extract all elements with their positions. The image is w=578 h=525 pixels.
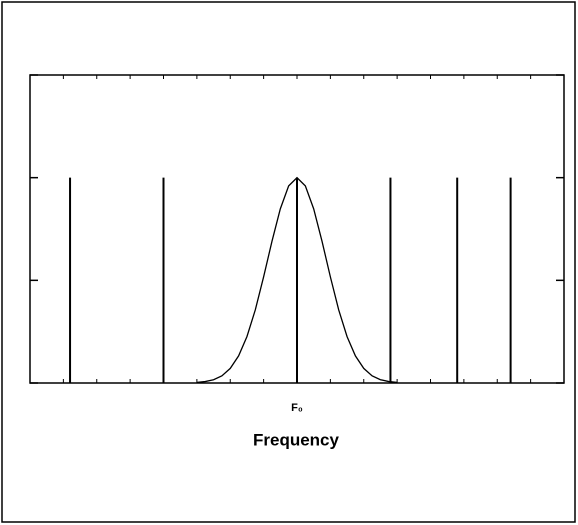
x-axis-label: Frequency — [253, 430, 340, 449]
x-tick-label: F₀ — [291, 402, 303, 414]
curve — [196, 176, 398, 384]
